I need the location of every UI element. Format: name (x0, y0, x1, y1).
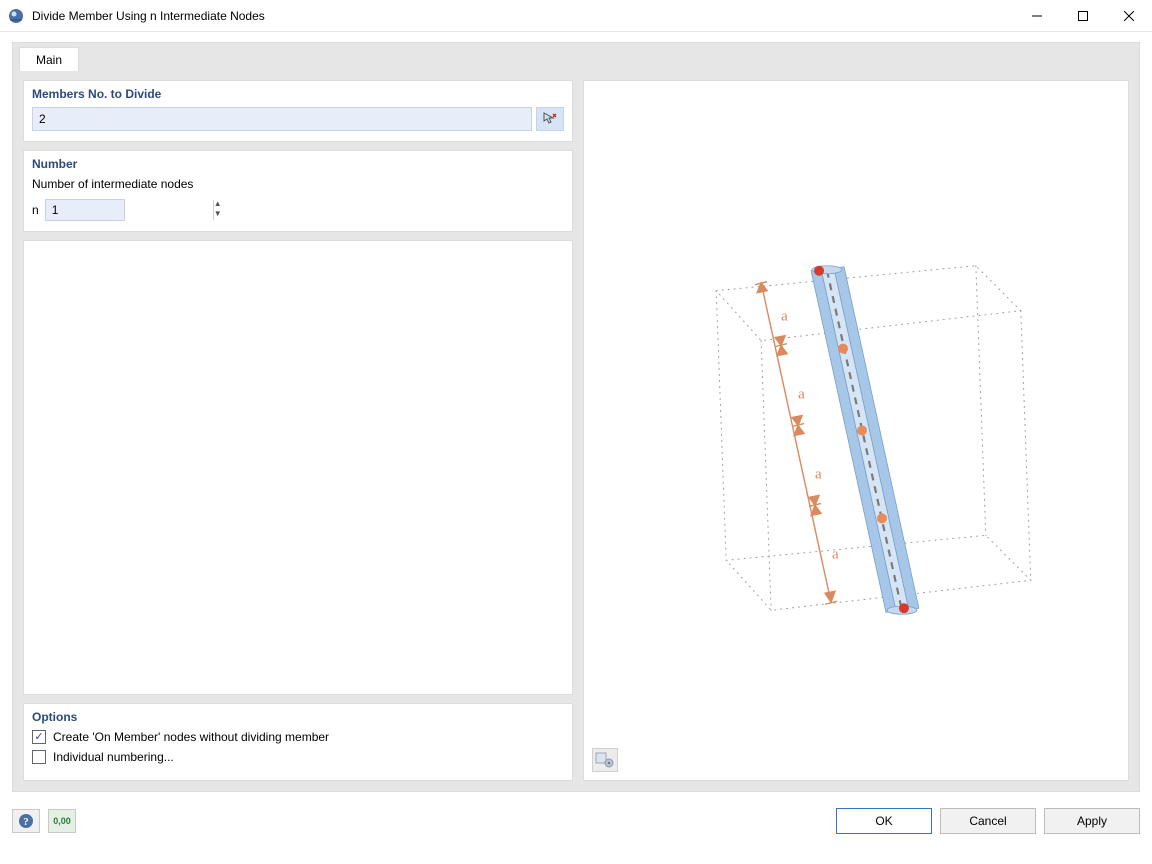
number-input[interactable] (46, 203, 213, 217)
empty-panel (23, 240, 573, 695)
minimize-button[interactable] (1014, 0, 1060, 32)
units-button[interactable]: 0,00 (48, 809, 76, 833)
number-label: Number of intermediate nodes (32, 177, 564, 191)
close-button[interactable] (1106, 0, 1152, 32)
cancel-button[interactable]: Cancel (940, 808, 1036, 834)
footer: ? 0,00 OK Cancel Apply (0, 798, 1152, 844)
svg-text:?: ? (23, 816, 29, 828)
checkbox-individual-numbering[interactable] (32, 750, 46, 764)
number-panel: Number Number of intermediate nodes n ▲ … (23, 150, 573, 232)
segment-label-2: a (798, 387, 805, 403)
content-area: Members No. to Divide Number Number of i… (12, 70, 1140, 792)
left-column: Members No. to Divide Number Number of i… (23, 80, 573, 781)
label-create-on-member: Create 'On Member' nodes without dividin… (53, 730, 329, 744)
number-panel-title: Number (32, 157, 564, 171)
members-panel: Members No. to Divide (23, 80, 573, 142)
preview-panel: a a a a (583, 80, 1129, 781)
members-input[interactable] (32, 107, 532, 131)
ok-button[interactable]: OK (836, 808, 932, 834)
titlebar: Divide Member Using n Intermediate Nodes (0, 0, 1152, 32)
segment-label-4: a (832, 546, 839, 562)
members-panel-title: Members No. to Divide (32, 87, 564, 101)
maximize-button[interactable] (1060, 0, 1106, 32)
options-panel-title: Options (32, 710, 564, 724)
number-spinbox[interactable]: ▲ ▼ (45, 199, 125, 221)
number-var-name: n (32, 203, 39, 217)
segment-label-3: a (815, 466, 822, 482)
segment-label-1: a (781, 309, 788, 325)
dialog-body: Main Members No. to Divide N (0, 32, 1152, 798)
app-icon (8, 8, 24, 24)
preview-3d: a a a a (584, 81, 1128, 780)
options-panel: Options Create 'On Member' nodes without… (23, 703, 573, 781)
label-individual-numbering: Individual numbering... (53, 750, 174, 764)
window-title: Divide Member Using n Intermediate Nodes (32, 9, 1014, 23)
checkbox-create-on-member[interactable] (32, 730, 46, 744)
preview-settings-button[interactable] (592, 748, 618, 772)
apply-button[interactable]: Apply (1044, 808, 1140, 834)
help-button[interactable]: ? (12, 809, 40, 833)
tab-main[interactable]: Main (19, 47, 79, 71)
spin-down-button[interactable]: ▼ (214, 210, 222, 220)
tab-strip: Main (12, 42, 1140, 70)
window-controls (1014, 0, 1152, 32)
pick-members-button[interactable] (536, 107, 564, 131)
units-icon-text: 0,00 (53, 816, 71, 826)
